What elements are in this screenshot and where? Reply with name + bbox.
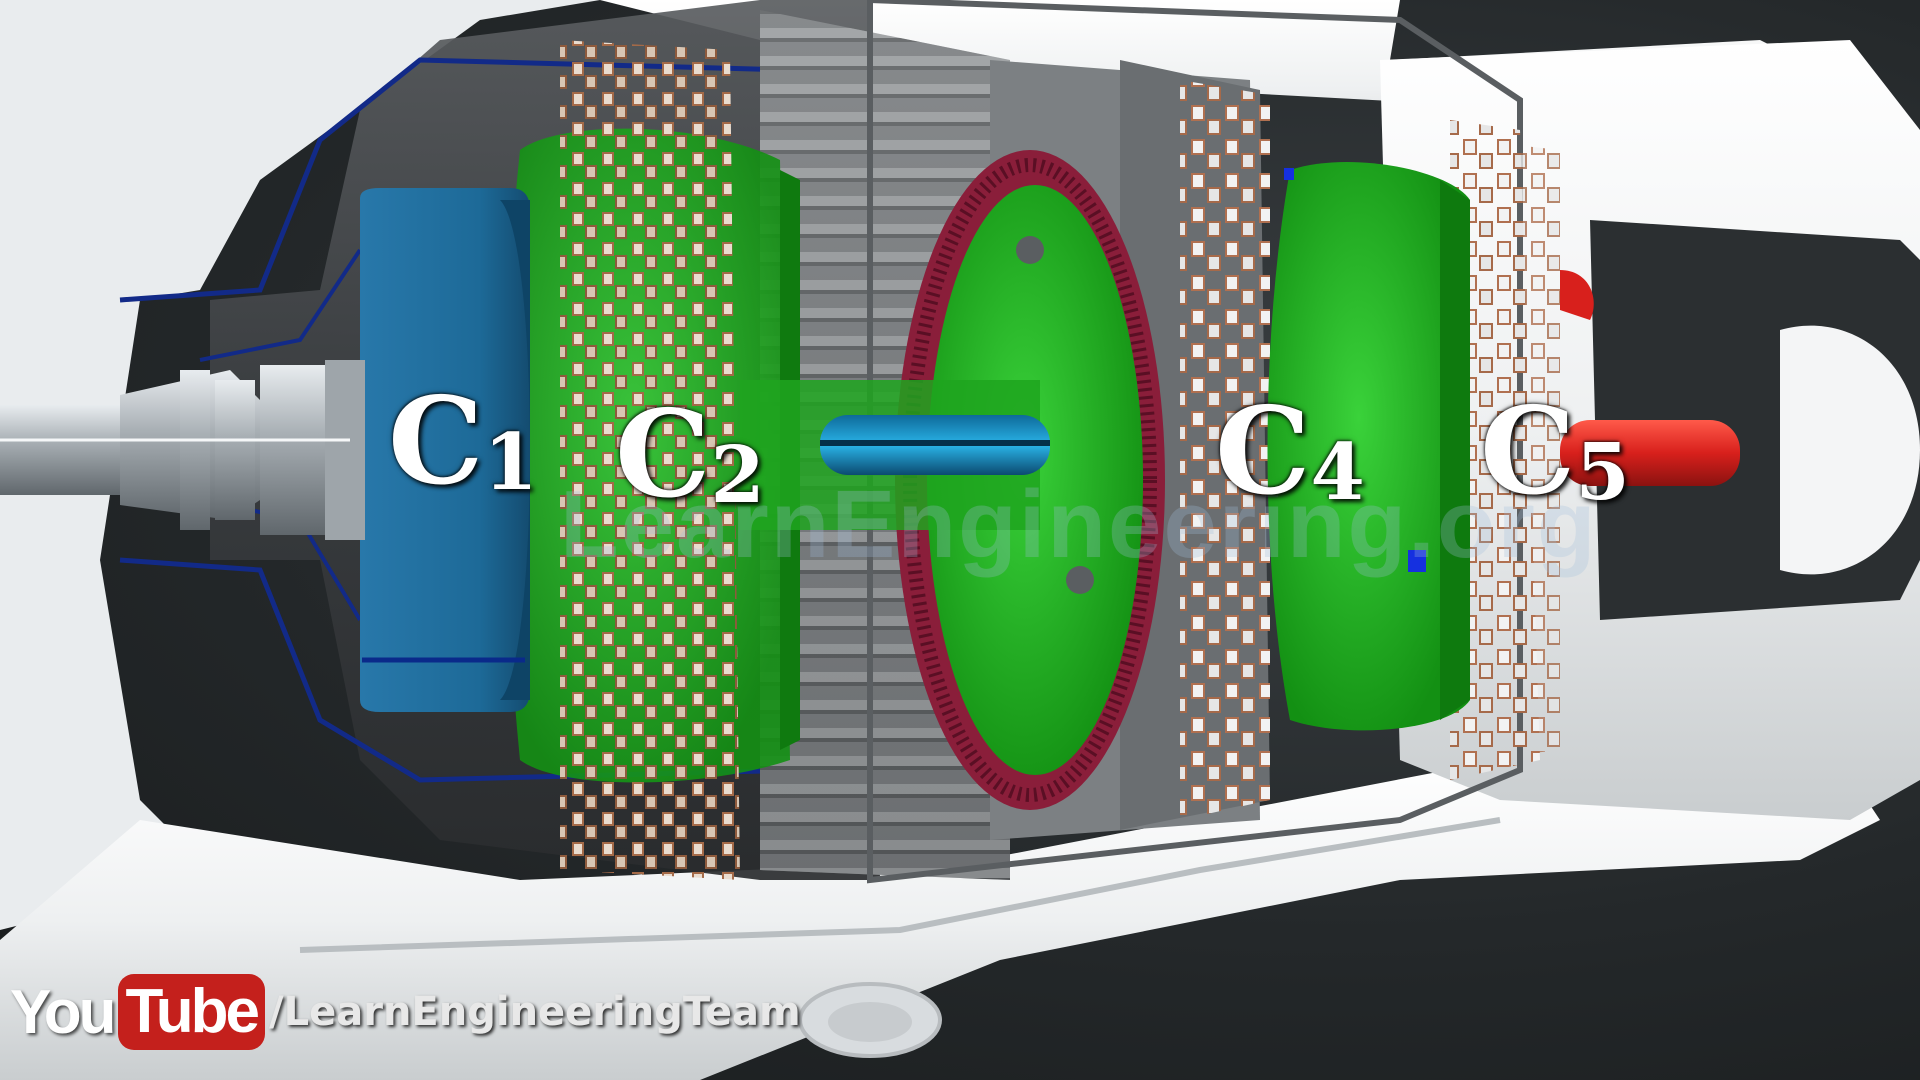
youtube-logo-tube: Tube (117, 974, 265, 1050)
label-c2: C2 (615, 395, 765, 515)
channel-name: /LearnEngineeringTeam (269, 989, 801, 1035)
label-c5: C5 (1480, 392, 1630, 512)
label-c1-letter: C (388, 371, 484, 512)
watermark-text: LearnEngineering.org (560, 471, 1598, 578)
label-c5-letter: C (1480, 381, 1576, 522)
label-c5-number: 5 (1575, 427, 1630, 518)
label-c4: C4 (1215, 392, 1365, 512)
label-c2-number: 2 (710, 430, 765, 521)
label-c1: C1 (388, 382, 538, 502)
label-c4-number: 4 (1310, 427, 1365, 518)
youtube-branding: You Tube /LearnEngineeringTeam (10, 972, 801, 1052)
label-c4-letter: C (1215, 381, 1311, 522)
label-c1-number: 1 (483, 417, 538, 508)
c4-green-hub (1267, 161, 1470, 731)
label-c2-letter: C (615, 384, 711, 525)
red-output-shaft (1560, 420, 1740, 486)
housing-left (0, 0, 600, 930)
c1-blue-clutch (360, 188, 530, 712)
c2-friction-pack (560, 40, 740, 880)
housing-top (0, 0, 1850, 180)
youtube-logo-you: You (10, 977, 116, 1047)
